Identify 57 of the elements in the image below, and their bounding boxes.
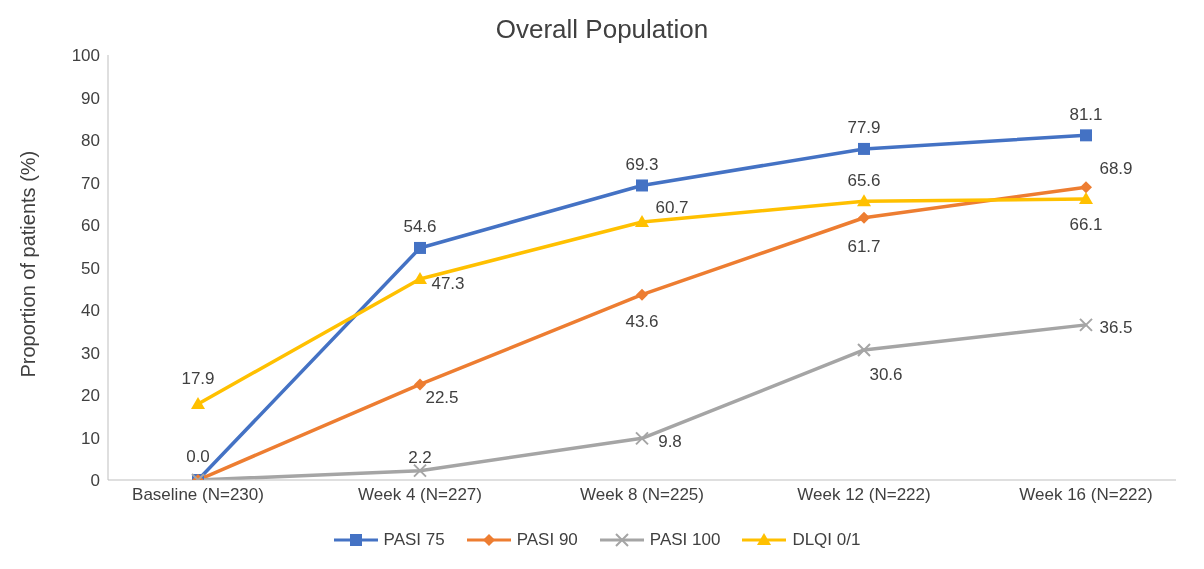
data-label: 17.9 xyxy=(181,369,215,389)
point xyxy=(191,396,205,409)
legend-label: PASI 90 xyxy=(515,530,578,550)
data-label: 36.5 xyxy=(1099,318,1133,338)
data-label: 65.6 xyxy=(847,170,881,190)
y-tick-label: 50 xyxy=(81,258,100,278)
point xyxy=(635,215,649,228)
y-tick-label: 30 xyxy=(81,343,100,363)
chart-title: Overall Population xyxy=(494,13,710,45)
y-tick-label: 70 xyxy=(81,173,100,193)
data-label: 54.6 xyxy=(403,217,437,237)
point xyxy=(1079,192,1093,205)
x-tick-label: Week 16 (N=222) xyxy=(1019,485,1153,505)
data-label: 2.2 xyxy=(408,448,432,468)
point xyxy=(413,463,427,478)
data-label: 81.1 xyxy=(1069,104,1103,124)
x-tick-label: Baseline (N=230) xyxy=(132,485,264,505)
data-label: 0.0 xyxy=(186,447,210,467)
point xyxy=(858,142,870,155)
point xyxy=(1079,317,1093,332)
data-label: 9.8 xyxy=(658,431,682,451)
data-label: 77.9 xyxy=(847,118,881,138)
point xyxy=(635,431,649,446)
data-label: 30.6 xyxy=(869,365,903,385)
x-tick-label: Week 8 (N=225) xyxy=(580,485,704,505)
y-tick-label: 100 xyxy=(71,46,100,66)
legend-label: DLQI 0/1 xyxy=(791,530,861,550)
point xyxy=(414,241,426,254)
data-label: 43.6 xyxy=(625,312,659,332)
point xyxy=(1080,129,1092,142)
point xyxy=(414,378,426,391)
data-label: 22.5 xyxy=(425,387,459,407)
point xyxy=(636,288,648,301)
data-label: 69.3 xyxy=(625,154,659,174)
x-tick-label: Week 12 (N=222) xyxy=(797,485,931,505)
y-axis-title: Proportion of patients (%) xyxy=(17,150,40,378)
point xyxy=(413,271,427,284)
y-tick-label: 60 xyxy=(81,216,100,236)
data-label: 66.1 xyxy=(1069,214,1103,234)
x-tick-label: Week 4 (N=227) xyxy=(358,485,482,505)
y-tick-label: 90 xyxy=(81,88,100,108)
data-label: 61.7 xyxy=(847,237,881,257)
point xyxy=(858,211,870,224)
y-tick-label: 0 xyxy=(90,471,100,491)
point xyxy=(857,194,871,207)
data-label: 68.9 xyxy=(1099,158,1133,178)
data-label: 60.7 xyxy=(655,197,689,217)
legend-label: PASI 75 xyxy=(382,530,445,550)
legend-label: PASI 100 xyxy=(648,530,721,550)
y-tick-label: 40 xyxy=(81,301,100,321)
y-tick-label: 20 xyxy=(81,386,100,406)
data-label: 47.3 xyxy=(431,274,465,294)
point xyxy=(1080,181,1092,194)
y-tick-label: 80 xyxy=(81,131,100,151)
y-tick-label: 10 xyxy=(81,428,100,448)
point xyxy=(636,179,648,192)
point xyxy=(857,342,871,357)
